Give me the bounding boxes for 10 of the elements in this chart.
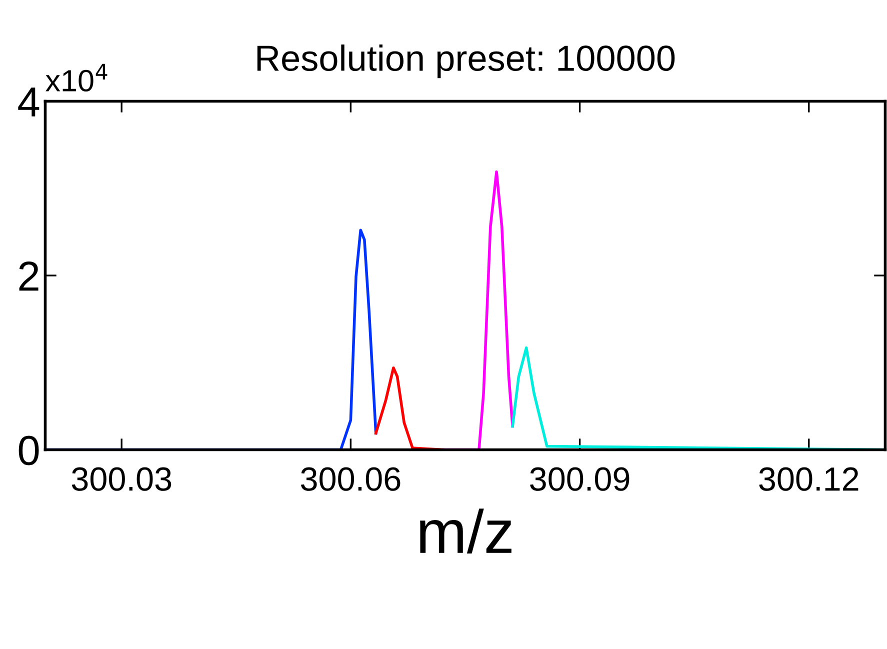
x-tick-label: 300.06 — [300, 467, 400, 491]
text: x10$^{4}$ — [46, 64, 108, 92]
y-tick-label: 2 — [19, 262, 38, 291]
x-axis-title: m/z — [420, 508, 512, 554]
y-tick-label: 0 — [18, 436, 39, 466]
chart-title: Resolution preset: 100000 — [257, 44, 675, 78]
x-tick-label: 300.09 — [530, 467, 630, 491]
x-tick-label: 300.12 — [759, 467, 858, 491]
x-tick-label: 300.03 — [72, 467, 172, 491]
y-tick-label: 4 — [18, 88, 40, 116]
